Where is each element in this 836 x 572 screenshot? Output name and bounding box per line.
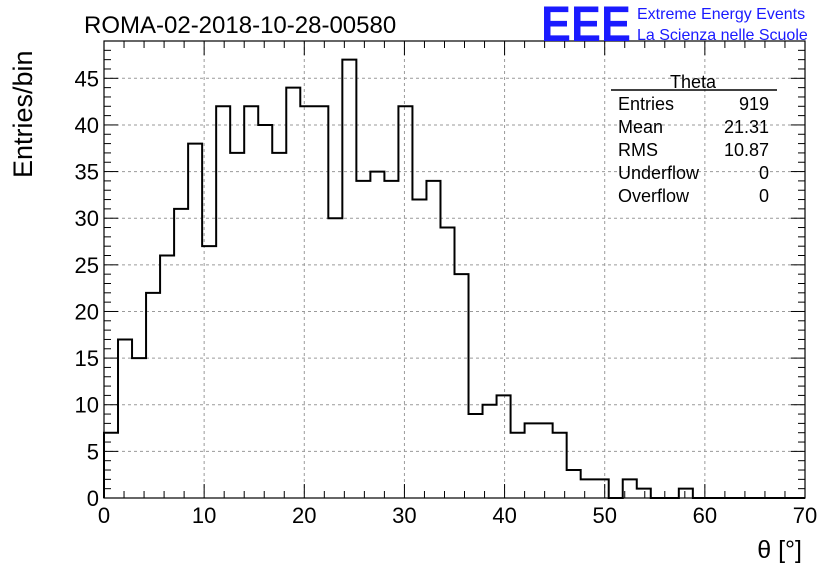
x-tick-labels: 0 10 20 30 40 50 60 70 <box>98 503 817 528</box>
eee-logo: EEE Extreme Energy Events La Scienza nel… <box>541 0 808 52</box>
stats-row-value: 10.87 <box>724 140 769 160</box>
x-axis-label: θ [°] <box>757 536 802 564</box>
plot-frame <box>103 40 806 499</box>
stats-row-label: RMS <box>618 140 658 160</box>
grid-lines <box>104 41 805 498</box>
stats-title: Theta <box>670 72 717 92</box>
y-tick-label: 5 <box>87 439 99 464</box>
y-tick-labels: 0 5 10 15 20 25 30 35 40 45 <box>75 66 99 511</box>
x-tick-label: 30 <box>392 503 416 528</box>
chart-title: ROMA-02-2018-10-28-00580 <box>84 12 396 39</box>
histogram-series-line <box>103 58 805 499</box>
stats-row-label: Overflow <box>618 186 690 206</box>
y-tick-label: 20 <box>75 299 99 324</box>
y-axis-label: Entries/bin <box>8 50 38 178</box>
stats-row-label: Underflow <box>618 163 700 183</box>
stats-row-value: 0 <box>759 163 769 183</box>
stats-row-value: 919 <box>739 94 769 114</box>
stats-row-label: Mean <box>618 117 663 137</box>
y-tick-label: 10 <box>75 393 99 418</box>
axis-ticks <box>103 40 806 499</box>
x-tick-label: 10 <box>192 503 216 528</box>
x-tick-label: 60 <box>693 503 717 528</box>
y-tick-label: 40 <box>75 113 99 138</box>
stats-row-value: 0 <box>759 186 769 206</box>
y-tick-label: 0 <box>87 486 99 511</box>
stats-row-label: Entries <box>618 94 674 114</box>
y-tick-label: 45 <box>75 66 99 91</box>
x-tick-label: 50 <box>592 503 616 528</box>
y-tick-label: 35 <box>75 160 99 185</box>
logo-line-2: La Scienza nelle Scuole <box>637 27 808 44</box>
logo-line-1: Extreme Energy Events <box>637 6 805 23</box>
y-tick-label: 25 <box>75 253 99 278</box>
y-tick-label: 15 <box>75 346 99 371</box>
x-tick-label: 20 <box>292 503 316 528</box>
y-tick-label: 30 <box>75 206 99 231</box>
x-tick-label: 40 <box>492 503 516 528</box>
stats-row-value: 21.31 <box>724 117 769 137</box>
stats-box: Theta Entries 919 Mean 21.31 RMS 10.87 Underfl… <box>611 72 777 206</box>
x-tick-label: 0 <box>98 503 110 528</box>
x-tick-label: 70 <box>793 503 817 528</box>
logo-mark: EEE <box>541 0 631 52</box>
